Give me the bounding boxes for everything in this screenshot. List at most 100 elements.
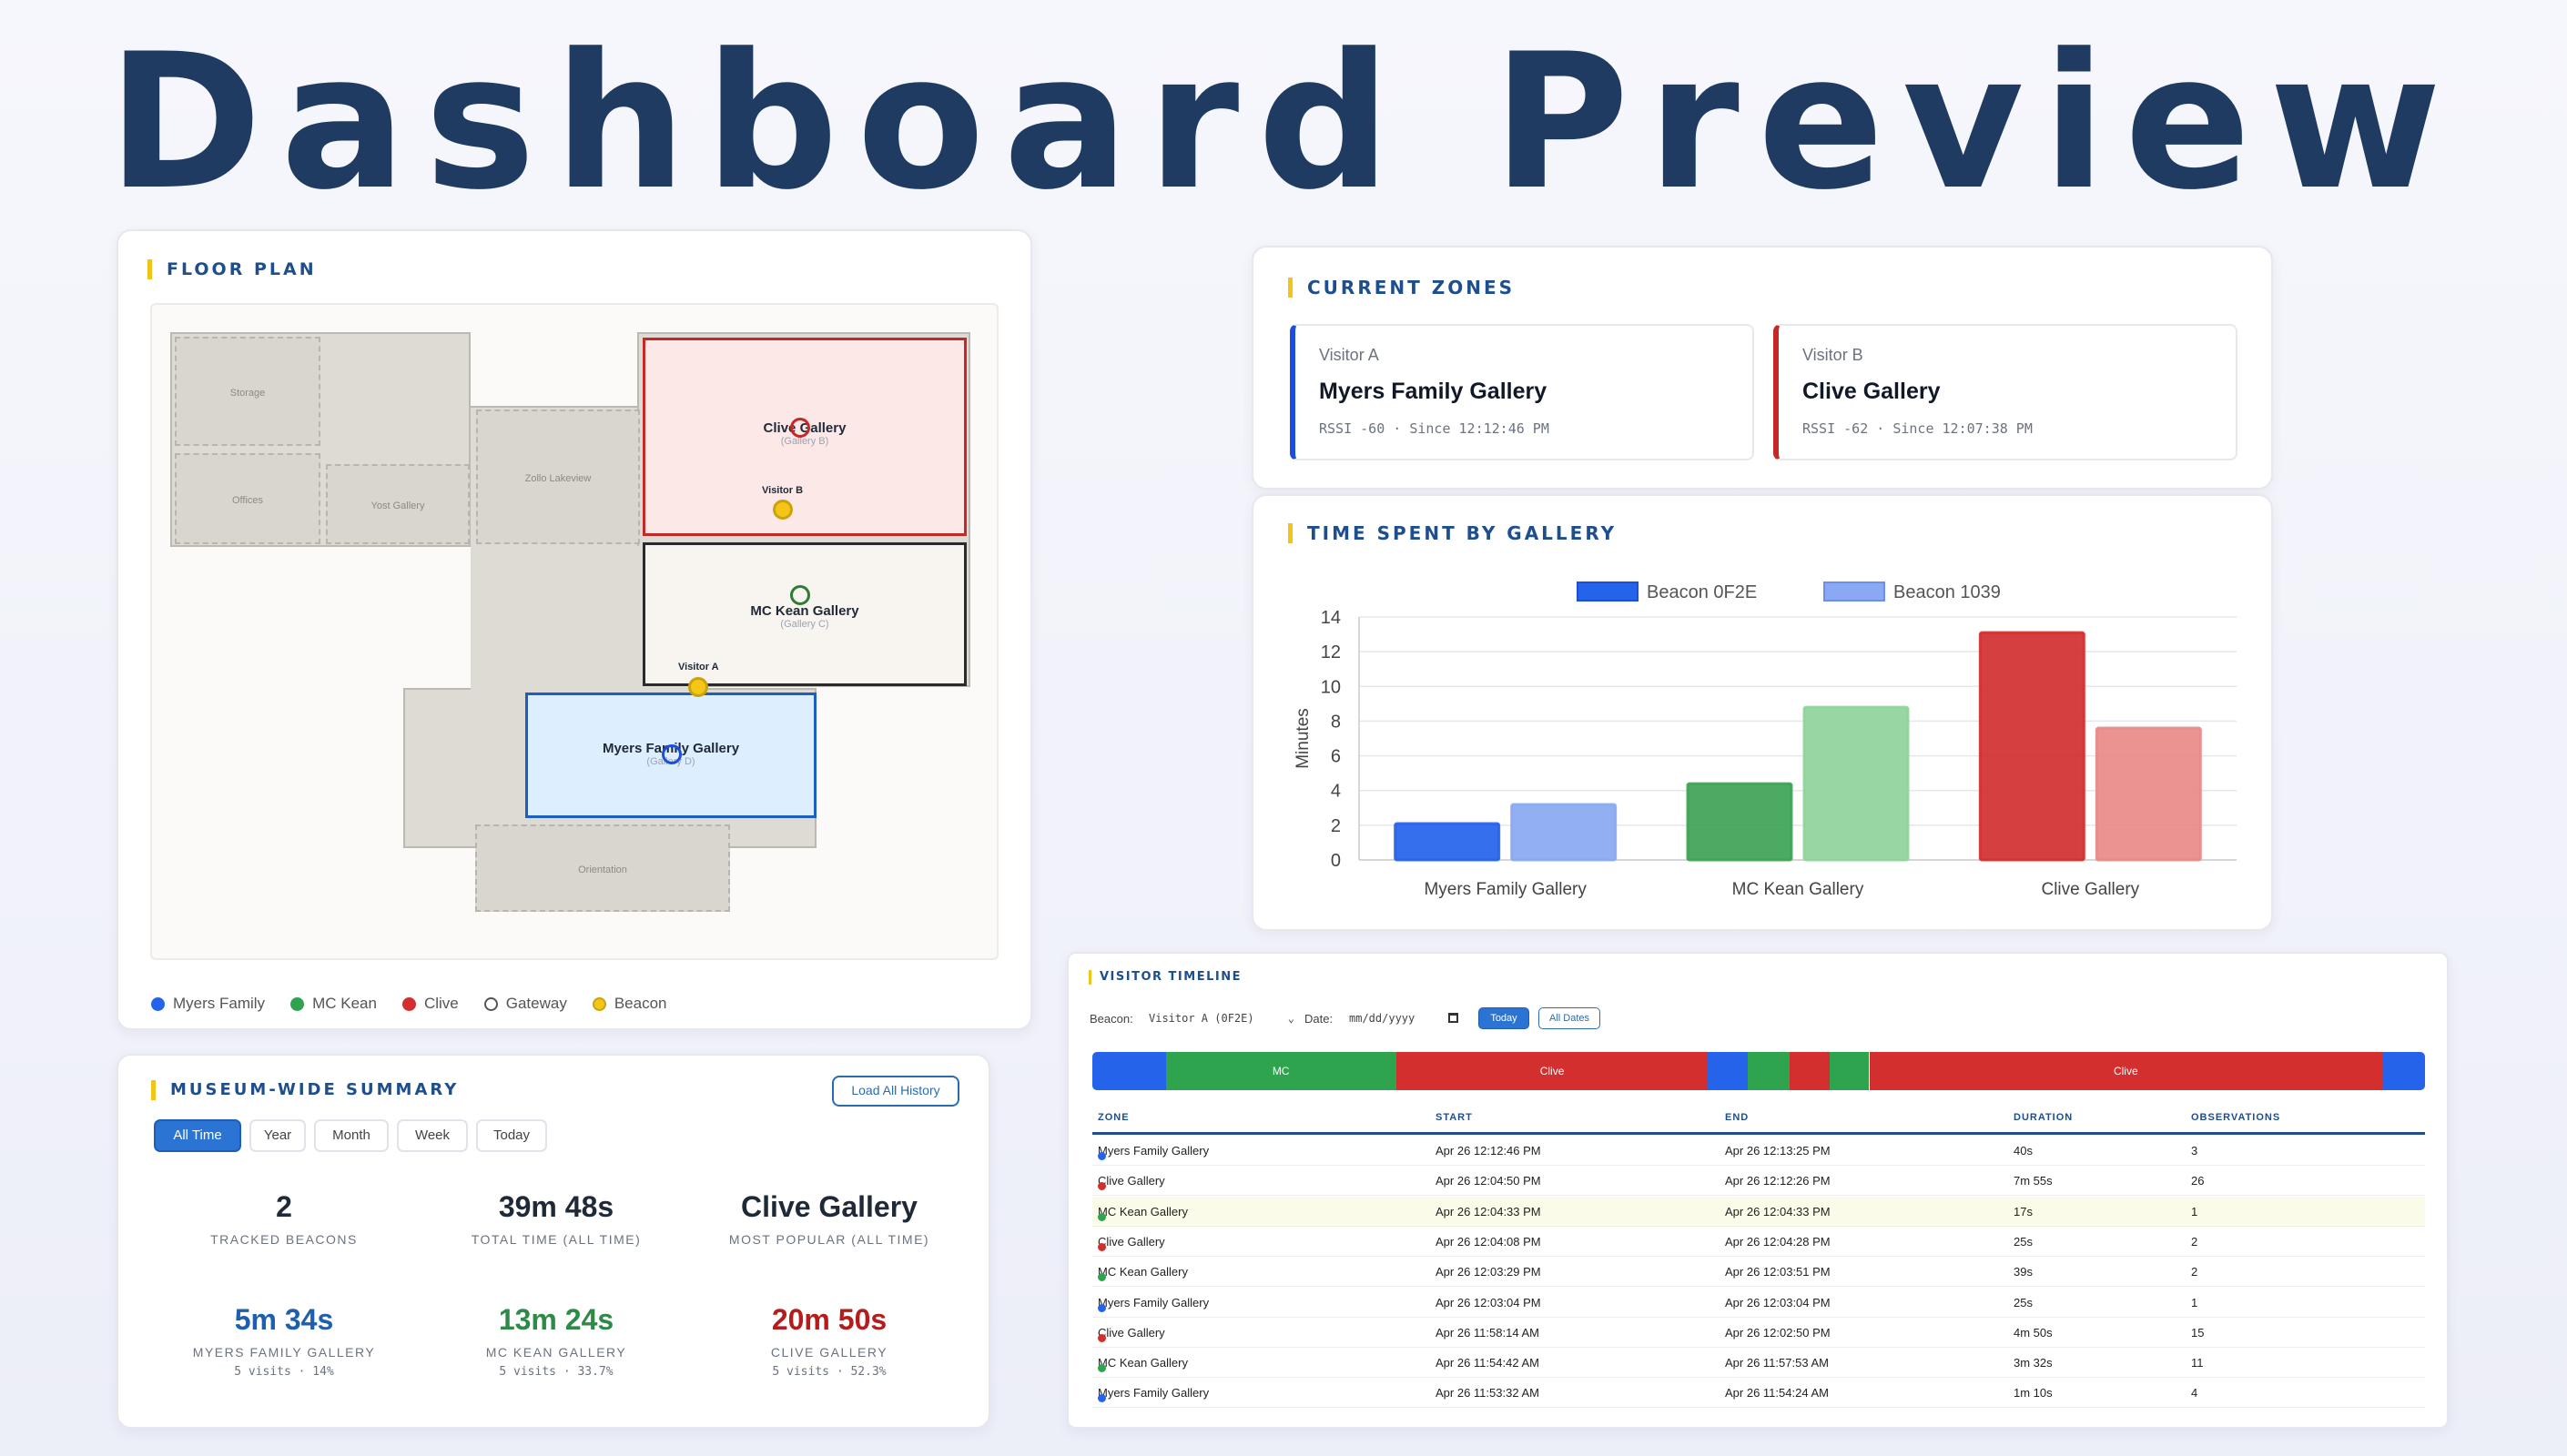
cell-obs: 11 [2191, 1356, 2204, 1370]
room-yost-gallery: Yost Gallery [326, 464, 470, 544]
cell-duration: 17s [2014, 1204, 2033, 1218]
cell-start: Apr 26 11:58:14 AM [1436, 1325, 1539, 1340]
current-zones-title: CURRENT ZONES [1288, 278, 1515, 298]
gateway-myers-icon [662, 744, 682, 764]
stat-clive-sub: 5 visits · 52.3% [772, 1365, 887, 1379]
time-spent-title: TIME SPENT BY GALLERY [1288, 523, 1617, 543]
legend-swatch-1 [1823, 581, 1885, 602]
filter-today[interactable]: Today [476, 1119, 547, 1152]
cell-duration: 1m 10s [2014, 1386, 2053, 1400]
filter-month[interactable]: Month [314, 1119, 389, 1152]
legend-swatch-0 [1577, 581, 1639, 602]
beacon-label: Beacon: [1090, 1012, 1133, 1026]
cell-obs: 15 [2191, 1325, 2205, 1340]
cell-start: Apr 26 12:04:50 PM [1436, 1174, 1541, 1188]
table-row[interactable]: MC Kean Gallery Apr 26 12:04:33 PM Apr 26 … [1092, 1196, 2425, 1227]
y-tick-label: 0 [1331, 851, 1341, 871]
timeline-segment-mckean[interactable] [1748, 1052, 1790, 1090]
cell-zone: Myers Family Gallery [1098, 1386, 1209, 1403]
stat-tracked-beacons-value: 2 [276, 1190, 292, 1223]
cell-end: Apr 26 12:13:25 PM [1725, 1144, 1831, 1158]
summary-card [117, 1054, 990, 1429]
cell-obs: 1 [2191, 1295, 2198, 1309]
visitor-b-beacon-icon[interactable] [773, 500, 793, 520]
stat-mckean-label: MC KEAN GALLERY [485, 1345, 627, 1360]
col-start: START [1436, 1112, 1473, 1123]
zone-card-visitor-b[interactable]: Visitor B Clive Gallery RSSI -62 · Since… [1773, 324, 2237, 460]
timeline-segment-myers[interactable] [2382, 1052, 2425, 1090]
gateway-clive-icon [790, 418, 810, 438]
bar-1-0 [1686, 782, 1793, 862]
col-zone: ZONE [1098, 1112, 1130, 1123]
legend-gateway: Gateway [483, 995, 567, 1013]
timeline-segment-clive[interactable] [1789, 1052, 1830, 1090]
cell-duration: 7m 55s [2014, 1174, 2053, 1188]
beacon-select-value: Visitor A (0F2E) [1149, 1012, 1254, 1025]
stat-myers-value: 5m 34s [234, 1303, 334, 1336]
table-row[interactable]: Clive Gallery Apr 26 12:04:08 PM Apr 26 12… [1092, 1227, 2425, 1257]
legend-clive: Clive [401, 995, 459, 1013]
cell-end: Apr 26 12:03:04 PM [1725, 1295, 1831, 1309]
load-all-history-button[interactable]: Load All History [832, 1076, 959, 1107]
timeline-segment-clive[interactable]: Clive [1395, 1052, 1709, 1090]
all-dates-button[interactable]: All Dates [1538, 1007, 1600, 1029]
table-row[interactable]: MC Kean Gallery Apr 26 11:54:42 AM Apr 26 … [1092, 1348, 2425, 1379]
filter-year[interactable]: Year [249, 1119, 306, 1152]
table-row[interactable]: Myers Family Gallery Apr 26 11:53:32 AM Ap… [1092, 1378, 2425, 1409]
table-row[interactable]: MC Kean Gallery Apr 26 12:03:29 PM Apr 26 … [1092, 1257, 2425, 1288]
zone-dot-icon [1098, 1242, 1106, 1251]
cell-start: Apr 26 12:04:33 PM [1436, 1204, 1541, 1218]
cell-end: Apr 26 11:57:53 AM [1725, 1356, 1829, 1370]
bar-0-1 [1510, 803, 1618, 862]
filter-week[interactable]: Week [397, 1119, 468, 1152]
timeline-segment-mckean[interactable]: MC [1165, 1052, 1396, 1090]
table-row[interactable]: Clive Gallery Apr 26 11:58:14 AM Apr 26 12… [1092, 1318, 2425, 1348]
table-row[interactable]: Clive Gallery Apr 26 12:04:50 PM Apr 26 12… [1092, 1166, 2425, 1197]
bar-2-0 [1978, 631, 2085, 862]
y-axis-label: Minutes [1294, 708, 1313, 769]
timeline-segment-clive[interactable]: Clive [1869, 1052, 2383, 1090]
cell-duration: 40s [2014, 1144, 2033, 1158]
cell-zone: MC Kean Gallery [1098, 1356, 1188, 1373]
x-tick-label: MC Kean Gallery [1732, 880, 1864, 899]
timeline-segment-mckean[interactable] [1829, 1052, 1870, 1090]
visitor-a-beacon-icon[interactable] [688, 677, 708, 697]
zone-card-visitor-a[interactable]: Visitor A Myers Family Gallery RSSI -60 … [1290, 324, 1754, 460]
visitor-b-label: Visitor B [762, 485, 804, 496]
stat-total-time-label: TOTAL TIME (ALL TIME) [471, 1232, 642, 1247]
legend-dot-icon [151, 996, 165, 1011]
visitor-a-label: Visitor A [678, 662, 719, 672]
stat-mckean-value: 13m 24s [498, 1303, 614, 1336]
stat-myers-sub: 5 visits · 14% [234, 1365, 334, 1379]
date-input[interactable]: mm/dd/yyyy [1349, 1006, 1462, 1030]
room-storage: Storage [175, 337, 320, 446]
table-row[interactable]: Myers Family Gallery Apr 26 12:12:46 PM Ap… [1092, 1136, 2425, 1166]
cell-start: Apr 26 12:03:04 PM [1436, 1295, 1541, 1309]
legend-label-0: Beacon 0F2E [1647, 582, 1757, 602]
col-end: END [1725, 1112, 1750, 1123]
floor-plan-legend: Myers Family MC Kean Clive Gateway Beaco… [151, 995, 667, 1013]
hero-title: Dashboard Preview [107, 15, 2460, 231]
cell-end: Apr 26 12:02:50 PM [1725, 1325, 1831, 1340]
x-tick-label: Myers Family Gallery [1424, 880, 1587, 899]
stat-most-popular-label: MOST POPULAR (ALL TIME) [728, 1232, 930, 1247]
today-button[interactable]: Today [1478, 1007, 1529, 1029]
filter-all-time[interactable]: All Time [154, 1119, 241, 1152]
table-row[interactable]: Myers Family Gallery Apr 26 12:03:04 PM Ap… [1092, 1288, 2425, 1318]
legend-ring-icon [483, 996, 498, 1011]
y-tick-label: 10 [1321, 677, 1341, 697]
zone-card-visitor-name: Visitor A [1319, 346, 1379, 364]
gallery-clive[interactable]: Clive Gallery (Gallery B) [643, 338, 967, 536]
cell-duration: 4m 50s [2014, 1325, 2053, 1340]
room-offices: Offices [175, 453, 320, 544]
cell-zone: MC Kean Gallery [1098, 1205, 1188, 1221]
cell-start: Apr 26 11:53:32 AM [1436, 1386, 1539, 1400]
gallery-mckean[interactable]: MC Kean Gallery (Gallery C) [643, 542, 967, 686]
timeline-segment-myers[interactable] [1708, 1052, 1749, 1090]
timeline-segment-myers[interactable] [1092, 1052, 1166, 1090]
floor-plan-title: FLOOR PLAN [147, 259, 317, 279]
zone-dot-icon [1098, 1333, 1106, 1342]
cell-obs: 3 [2191, 1144, 2198, 1158]
beacon-select[interactable]: Visitor A (0F2E) ⌄ [1149, 1006, 1300, 1030]
col-observations: OBSERVATIONS [2191, 1112, 2281, 1123]
